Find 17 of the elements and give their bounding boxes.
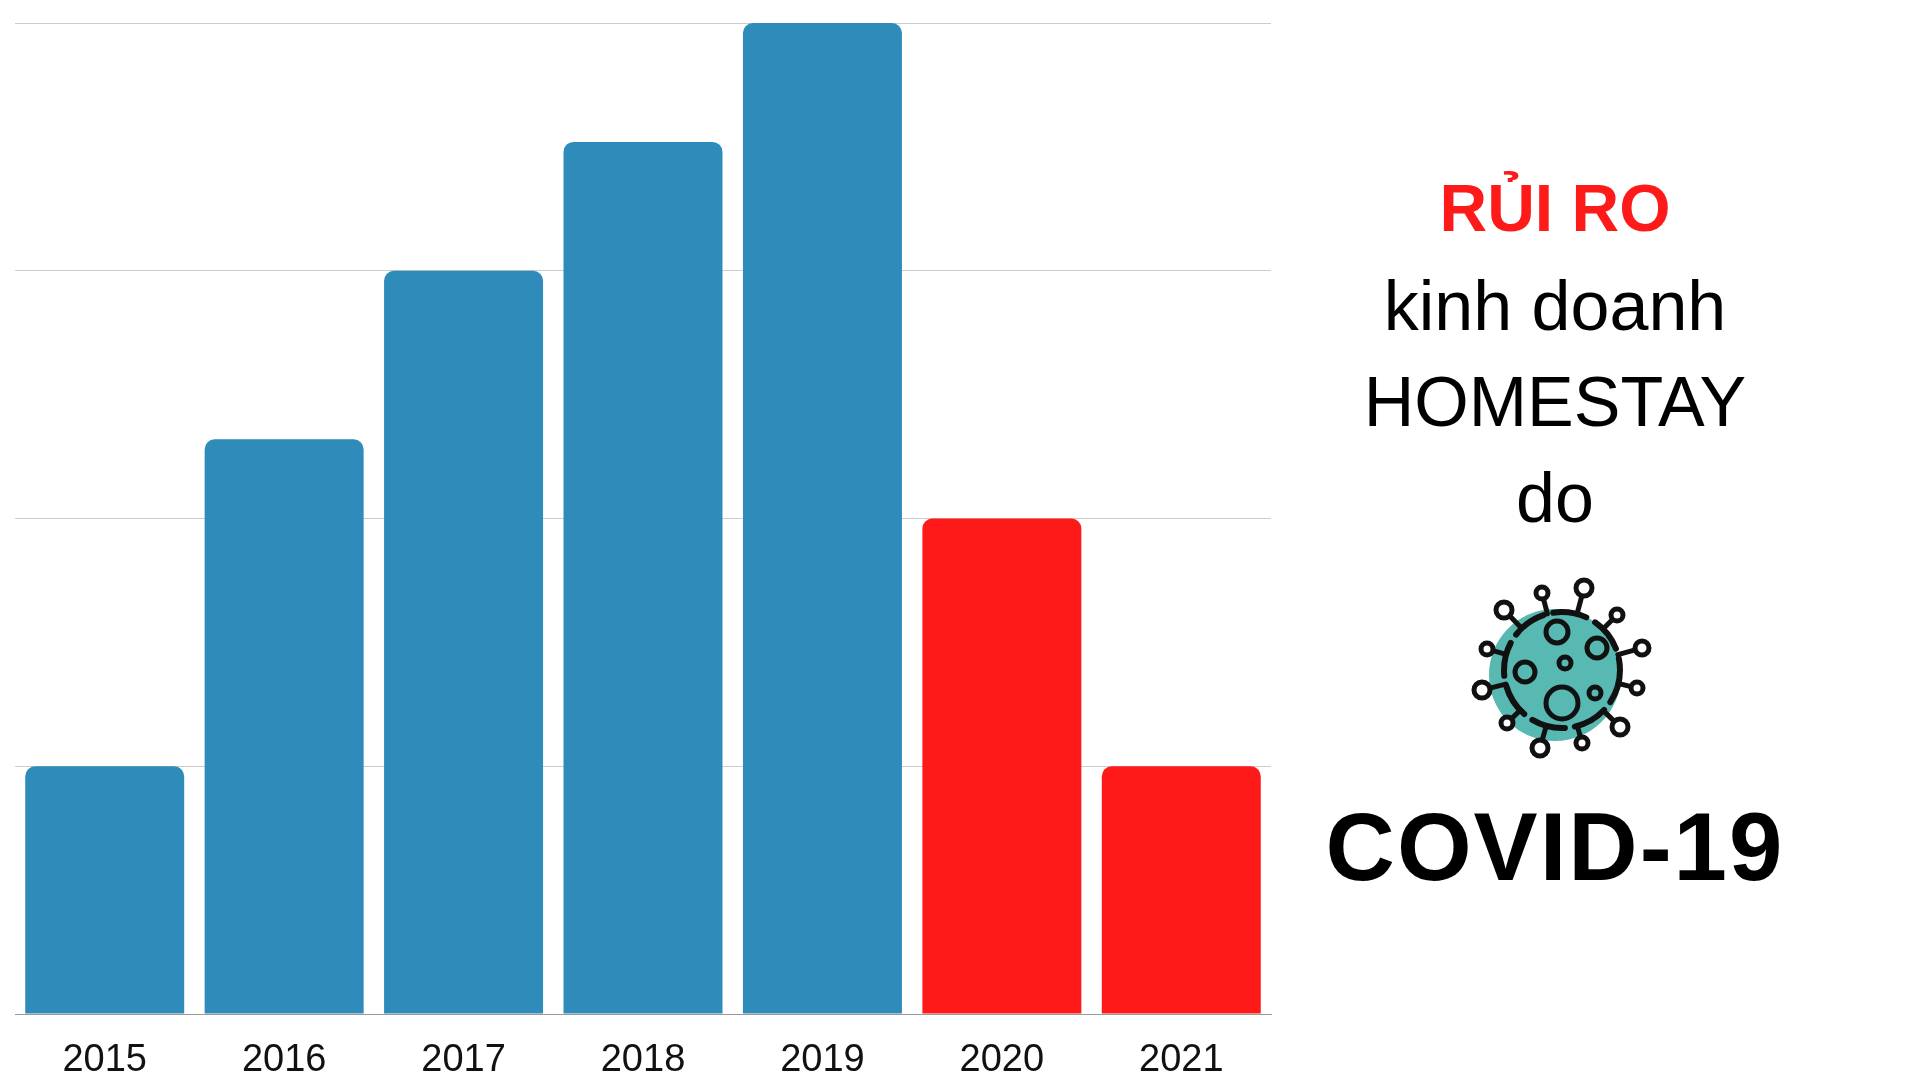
bar (922, 518, 1082, 1014)
x-tick-label: 2017 (421, 1037, 506, 1080)
text: kinh doanh HOMESTAY do (1362, 266, 1748, 539)
x-tick-label: 2015 (62, 1037, 147, 1080)
bar (1101, 766, 1261, 1014)
x-tick-label: 2019 (780, 1037, 865, 1080)
text: COVID-19 (1324, 793, 1786, 900)
bar (204, 439, 364, 1014)
bar (384, 270, 544, 1014)
x-tick-label: 2018 (600, 1037, 686, 1080)
x-tick-label: 2016 (241, 1037, 327, 1080)
x-tick-label: 2020 (959, 1037, 1045, 1080)
text: RỦI RO (1438, 171, 1672, 245)
bar (25, 766, 185, 1014)
bar (742, 23, 902, 1014)
bar (563, 141, 723, 1014)
x-tick-label: 2021 (1139, 1037, 1224, 1080)
